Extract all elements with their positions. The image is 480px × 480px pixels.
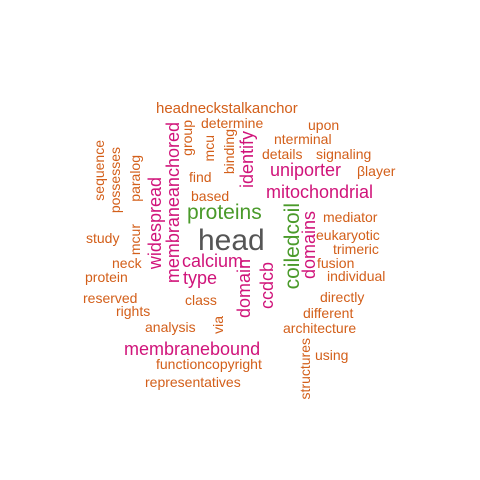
word-rights: rights: [116, 303, 151, 319]
word-head: head: [198, 224, 265, 257]
word-functioncopyright: functioncopyright: [156, 356, 262, 372]
word-find: find: [189, 169, 212, 185]
word-analysis: analysis: [145, 319, 196, 335]
word-fusion: fusion: [317, 255, 355, 271]
word-directly: directly: [320, 289, 365, 305]
word-possesses: possesses: [107, 147, 123, 214]
word-architecture: architecture: [283, 320, 357, 336]
word-eukaryotic: eukaryotic: [316, 227, 380, 243]
word-uniporter: uniporter: [270, 160, 342, 180]
word-identify: identify: [237, 131, 257, 189]
word-trimeric: trimeric: [333, 241, 379, 257]
word-determine: determine: [201, 115, 264, 131]
word-headneckstalkanchor: headneckstalkanchor: [156, 100, 298, 117]
word-mitochondrial: mitochondrial: [266, 182, 374, 202]
word-nterminal: nterminal: [274, 131, 332, 147]
word-type: type: [183, 268, 218, 288]
word-mediator: mediator: [323, 209, 378, 225]
word-based: based: [191, 188, 230, 204]
word-upon: upon: [308, 117, 340, 133]
word-using: using: [315, 347, 349, 363]
word-protein: protein: [85, 269, 128, 285]
word-mcu: mcu: [201, 135, 217, 162]
word-different: different: [303, 305, 354, 321]
word-proteins: proteins: [187, 201, 262, 224]
word-via: via: [210, 316, 226, 334]
word-domains: domains: [299, 211, 319, 280]
word-widespread: widespread: [145, 177, 165, 270]
word-study: study: [86, 230, 120, 246]
word-representatives: representatives: [145, 374, 241, 390]
word-ccdcb: ccdcb: [257, 262, 277, 310]
word-neck: neck: [112, 255, 142, 271]
word-domain: domain: [234, 259, 254, 319]
word-membranebound: membranebound: [124, 339, 261, 359]
word-mcur: mcur: [127, 224, 143, 256]
word-reserved: reserved: [83, 290, 138, 306]
word-binding: binding: [221, 129, 237, 175]
word-calcium: calcium: [182, 251, 244, 271]
word-sequence: sequence: [91, 140, 107, 201]
word-class: class: [185, 292, 217, 308]
word-paralog: paralog: [127, 155, 143, 202]
word-structures: structures: [297, 338, 313, 400]
word-group: group: [179, 120, 195, 156]
word-signaling: signaling: [316, 146, 372, 162]
word-individual: individual: [327, 268, 386, 284]
word-details: details: [262, 146, 303, 162]
word-betalayer: βlayer: [357, 163, 396, 179]
